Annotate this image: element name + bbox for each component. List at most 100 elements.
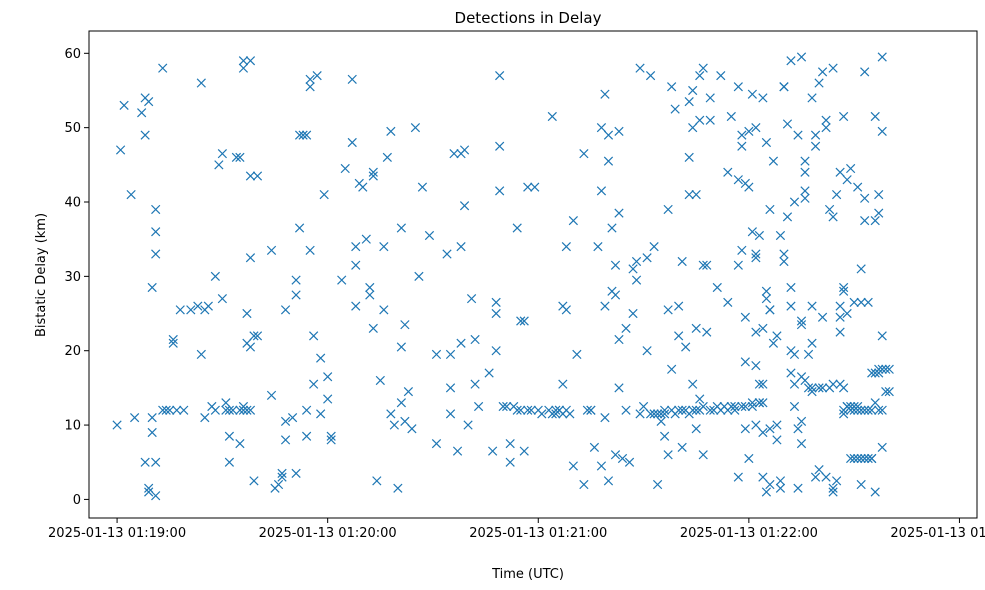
data-point bbox=[151, 457, 161, 467]
data-point bbox=[526, 405, 536, 415]
data-point bbox=[140, 130, 150, 140]
data-point bbox=[817, 312, 828, 322]
data-point bbox=[530, 182, 540, 192]
data-point bbox=[765, 424, 775, 434]
data-point bbox=[287, 413, 298, 423]
data-point bbox=[523, 182, 533, 192]
data-point bbox=[400, 416, 410, 426]
data-point bbox=[856, 479, 866, 490]
data-point bbox=[842, 175, 852, 185]
data-point bbox=[621, 405, 631, 415]
data-point bbox=[814, 465, 824, 475]
data-point bbox=[449, 149, 459, 159]
data-point bbox=[796, 52, 807, 62]
data-point bbox=[758, 93, 768, 103]
data-point bbox=[305, 74, 315, 84]
data-point bbox=[196, 78, 206, 88]
data-point bbox=[245, 56, 256, 66]
data-point bbox=[688, 405, 698, 415]
data-point bbox=[347, 74, 357, 84]
data-point bbox=[495, 186, 505, 196]
data-point bbox=[656, 416, 666, 426]
data-point bbox=[551, 405, 561, 415]
data-point bbox=[765, 479, 775, 490]
data-point bbox=[516, 316, 526, 326]
data-point bbox=[368, 323, 378, 334]
data-point bbox=[130, 413, 140, 423]
data-point bbox=[414, 271, 424, 281]
data-point bbox=[856, 453, 866, 464]
data-point bbox=[835, 167, 845, 177]
data-point bbox=[775, 483, 786, 493]
data-point bbox=[600, 301, 610, 311]
data-point bbox=[881, 364, 891, 374]
data-point bbox=[881, 386, 891, 397]
data-point bbox=[849, 297, 859, 308]
data-point bbox=[119, 100, 129, 110]
data-point bbox=[684, 152, 694, 163]
data-point bbox=[733, 472, 743, 482]
data-point bbox=[681, 342, 691, 352]
data-point bbox=[294, 223, 305, 233]
data-point bbox=[870, 215, 880, 226]
data-point bbox=[814, 383, 824, 393]
data-point bbox=[603, 476, 614, 486]
data-point bbox=[677, 256, 687, 267]
data-point bbox=[144, 97, 154, 107]
data-point bbox=[789, 379, 800, 389]
data-point bbox=[726, 111, 736, 122]
data-point bbox=[424, 230, 435, 241]
data-point bbox=[793, 424, 803, 434]
data-point bbox=[705, 93, 715, 103]
data-point bbox=[491, 346, 501, 356]
data-point bbox=[291, 290, 301, 300]
data-point bbox=[245, 171, 256, 181]
data-point bbox=[126, 189, 136, 200]
data-point bbox=[638, 401, 649, 412]
data-point bbox=[351, 241, 361, 252]
data-point bbox=[751, 123, 761, 133]
data-point bbox=[607, 223, 617, 233]
data-point bbox=[817, 67, 828, 77]
data-point bbox=[705, 405, 715, 415]
data-point bbox=[579, 149, 589, 159]
data-point bbox=[775, 476, 786, 486]
data-point bbox=[614, 334, 624, 345]
data-point bbox=[347, 137, 357, 148]
data-point bbox=[831, 189, 842, 200]
data-point bbox=[586, 405, 596, 415]
data-point bbox=[305, 82, 315, 92]
data-point bbox=[151, 227, 161, 237]
data-point bbox=[649, 241, 659, 252]
y-tick-label: 40 bbox=[64, 196, 81, 211]
data-point bbox=[772, 435, 782, 445]
data-point bbox=[365, 290, 375, 300]
data-point bbox=[565, 409, 575, 419]
data-point bbox=[445, 349, 456, 360]
data-point bbox=[768, 338, 779, 348]
data-point bbox=[800, 156, 810, 166]
data-points bbox=[112, 52, 894, 501]
data-point bbox=[445, 383, 456, 393]
data-point bbox=[867, 405, 877, 415]
data-point bbox=[863, 453, 873, 464]
data-point bbox=[751, 327, 761, 337]
data-point bbox=[807, 386, 817, 397]
data-point bbox=[737, 130, 747, 140]
data-point bbox=[740, 401, 750, 412]
data-point bbox=[266, 245, 277, 255]
data-point bbox=[196, 349, 206, 360]
data-point bbox=[716, 70, 726, 81]
data-point bbox=[807, 301, 817, 311]
data-point bbox=[744, 126, 754, 136]
data-point bbox=[568, 461, 578, 471]
data-point bbox=[698, 260, 708, 270]
data-point bbox=[238, 405, 249, 415]
data-point bbox=[698, 450, 708, 460]
data-point bbox=[695, 394, 705, 404]
data-point bbox=[695, 115, 705, 125]
data-point bbox=[273, 479, 284, 490]
data-point bbox=[768, 156, 779, 166]
data-point bbox=[698, 401, 708, 412]
